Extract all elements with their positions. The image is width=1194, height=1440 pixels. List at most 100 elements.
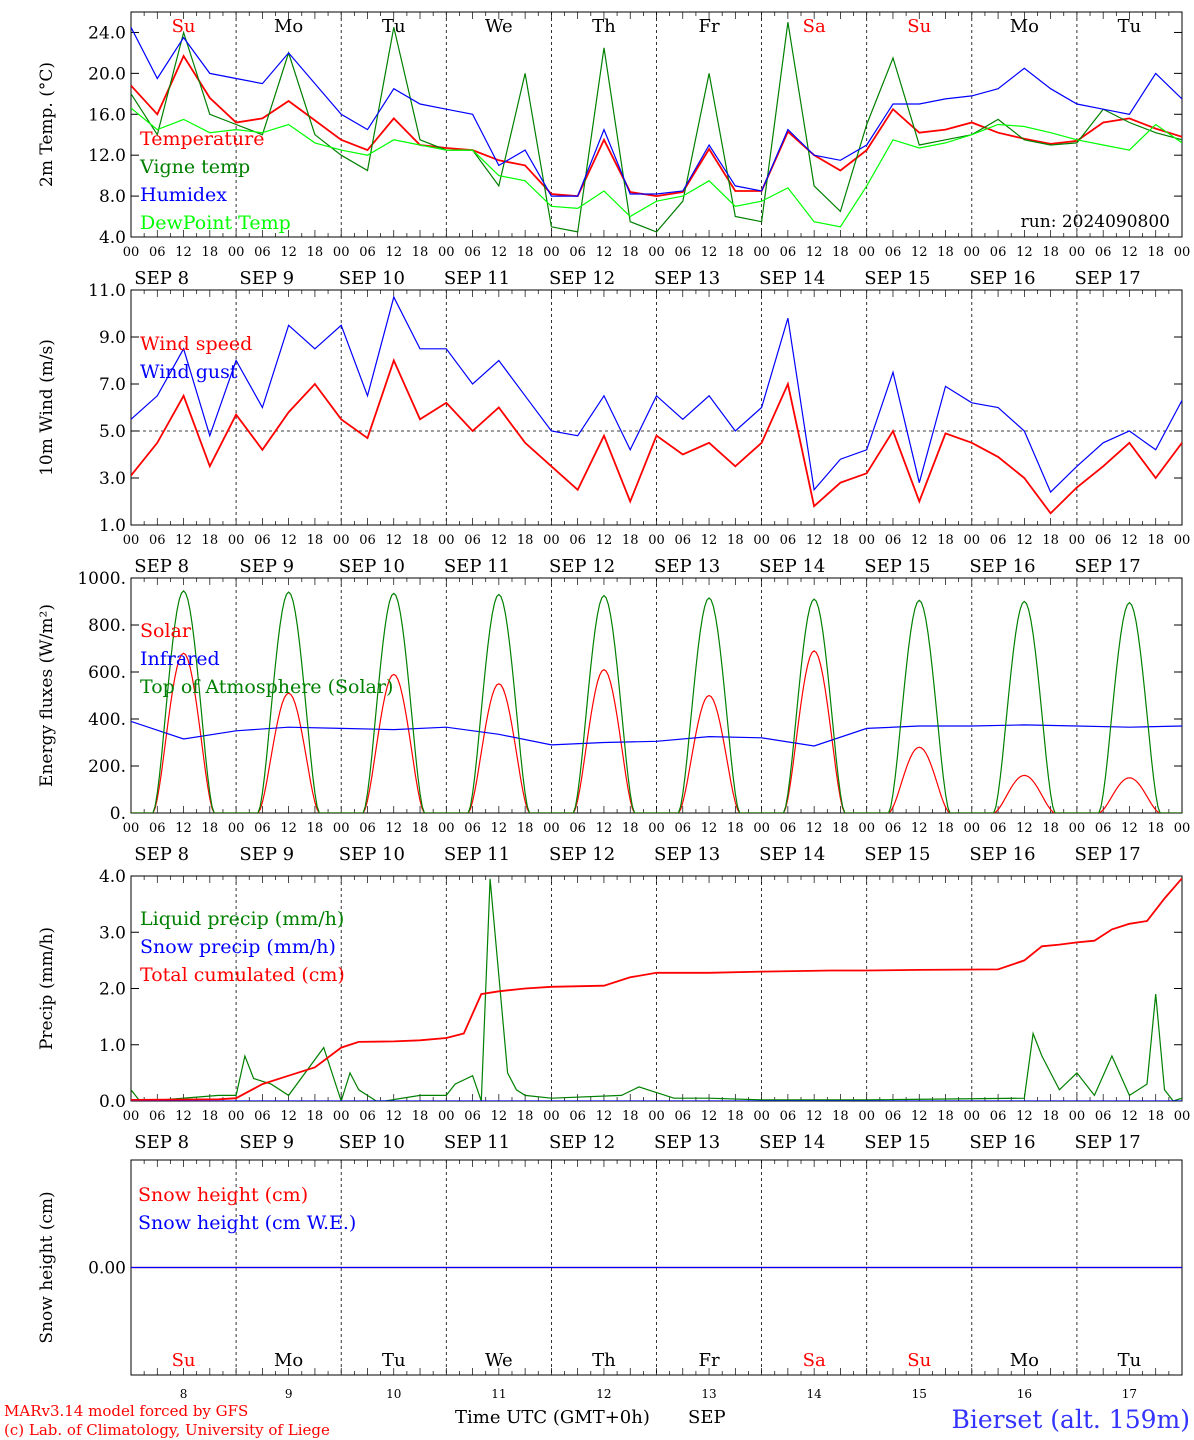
series-wind-speed: [131, 358, 1182, 515]
hour-tick-label: 06: [464, 245, 481, 260]
legend-entry: Top of Atmosphere (Solar): [140, 676, 393, 698]
hour-tick-label: 06: [1095, 821, 1112, 836]
y-tick-label: 0.0: [99, 1092, 126, 1112]
hour-tick-label: 18: [1147, 533, 1164, 548]
date-label: SEP 14: [759, 556, 825, 577]
series-infrared: [131, 720, 1182, 747]
hour-tick-label: 06: [675, 533, 692, 548]
hour-tick-label: 12: [1121, 1109, 1138, 1124]
hour-tick-label: 00: [964, 533, 981, 548]
date-label: SEP 9: [239, 844, 294, 865]
hour-tick-label: 12: [385, 1109, 402, 1124]
hour-tick-label: 06: [885, 533, 902, 548]
y-tick-label: 12.0: [88, 146, 126, 166]
date-label: SEP 8: [134, 1132, 189, 1153]
hour-tick-label: 18: [307, 533, 324, 548]
hour-tick-label: 18: [1147, 821, 1164, 836]
hour-tick-label: 06: [464, 1109, 481, 1124]
date-label: SEP 9: [239, 268, 294, 289]
hour-tick-label: 12: [806, 1109, 823, 1124]
day-abbr: Mo: [1010, 1350, 1039, 1371]
hour-tick-label: 12: [175, 245, 192, 260]
hour-tick-label: 18: [937, 533, 954, 548]
day-abbr: Fr: [699, 1350, 720, 1371]
hour-tick-label: 00: [858, 245, 875, 260]
day-abbr: We: [485, 16, 513, 37]
hour-tick-label: 00: [1069, 1109, 1086, 1124]
hour-tick-label: 12: [385, 821, 402, 836]
hour-tick-label: 18: [937, 1109, 954, 1124]
series-liquid-precip-mm-h: [131, 878, 1182, 1101]
date-label: SEP 15: [864, 844, 930, 865]
hour-tick-label: 00: [543, 245, 560, 260]
date-label: SEP 11: [444, 844, 510, 865]
hour-tick-label: 00: [753, 1109, 770, 1124]
day-number: 15: [912, 1387, 927, 1401]
date-label: SEP 16: [969, 1132, 1035, 1153]
hour-tick-label: 12: [911, 821, 928, 836]
legend-entry: Vigne temp: [139, 156, 250, 178]
hour-tick-label: 06: [780, 533, 797, 548]
day-abbr: Mo: [274, 1350, 303, 1371]
hour-tick-label: 18: [412, 245, 429, 260]
date-label: SEP 15: [864, 268, 930, 289]
hour-tick-label: 00: [333, 245, 350, 260]
y-tick-label: 3.0: [99, 469, 126, 489]
series-humidex: [131, 27, 1182, 197]
y-axis-label: 2m Temp. (°C): [37, 62, 57, 187]
hour-tick-label: 12: [701, 533, 718, 548]
series-wind-gust: [131, 295, 1182, 494]
hour-tick-label: 18: [832, 245, 849, 260]
hour-tick-label: 12: [175, 821, 192, 836]
hour-tick-label: 12: [1016, 245, 1033, 260]
hour-tick-label: 12: [491, 533, 508, 548]
hour-tick-label: 12: [280, 1109, 297, 1124]
hour-tick-label: 18: [937, 245, 954, 260]
x-axis-title: Time UTC (GMT+0h): [455, 1407, 650, 1428]
hour-tick-label: 18: [412, 533, 429, 548]
day-abbr: Tu: [1118, 1350, 1142, 1371]
hour-tick-label: 00: [1069, 533, 1086, 548]
hour-tick-label: 18: [202, 245, 219, 260]
legend-entry: Humidex: [140, 184, 227, 206]
hour-tick-label: 12: [385, 533, 402, 548]
legend-entry: Wind speed: [140, 333, 252, 355]
hour-tick-label: 18: [517, 533, 534, 548]
hour-tick-label: 06: [990, 533, 1007, 548]
hour-tick-label: 00: [438, 821, 455, 836]
hour-tick-label: 18: [307, 245, 324, 260]
date-label: SEP 9: [239, 1132, 294, 1153]
hour-tick-label: 00: [753, 821, 770, 836]
hour-tick-label: 06: [569, 1109, 586, 1124]
hour-tick-label: 18: [1042, 1109, 1059, 1124]
hour-tick-label: 18: [202, 1109, 219, 1124]
hour-tick-label: 06: [780, 1109, 797, 1124]
hour-tick-label: 06: [675, 821, 692, 836]
date-label: SEP 12: [549, 1132, 615, 1153]
hour-tick-label: 06: [149, 533, 166, 548]
hour-tick-label: 12: [175, 533, 192, 548]
y-tick-label: 1.0: [99, 1036, 126, 1056]
hour-tick-label: 06: [254, 1109, 271, 1124]
hour-tick-label: 12: [1016, 533, 1033, 548]
hour-tick-label: 06: [1095, 533, 1112, 548]
hour-tick-label: 12: [491, 1109, 508, 1124]
hour-tick-label: 12: [596, 821, 613, 836]
footer-model-credit: MARv3.14 model forced by GFS: [4, 1402, 248, 1420]
hour-tick-label: 06: [149, 821, 166, 836]
hour-tick-label: 00: [648, 533, 665, 548]
day-abbr: Mo: [274, 16, 303, 37]
date-label: SEP 17: [1074, 844, 1140, 865]
hour-tick-label: 00: [123, 245, 140, 260]
date-label: SEP 12: [549, 268, 615, 289]
series-temperature: [131, 54, 1182, 198]
date-label: SEP 8: [134, 844, 189, 865]
hour-tick-label: 00: [438, 533, 455, 548]
date-label: SEP 9: [239, 556, 294, 577]
hour-tick-label: 12: [280, 533, 297, 548]
hour-tick-label: 06: [254, 821, 271, 836]
date-label: SEP 10: [339, 1132, 405, 1153]
hour-tick-label: 18: [622, 1109, 639, 1124]
hour-tick-label: 18: [727, 821, 744, 836]
hour-tick-label: 18: [202, 821, 219, 836]
